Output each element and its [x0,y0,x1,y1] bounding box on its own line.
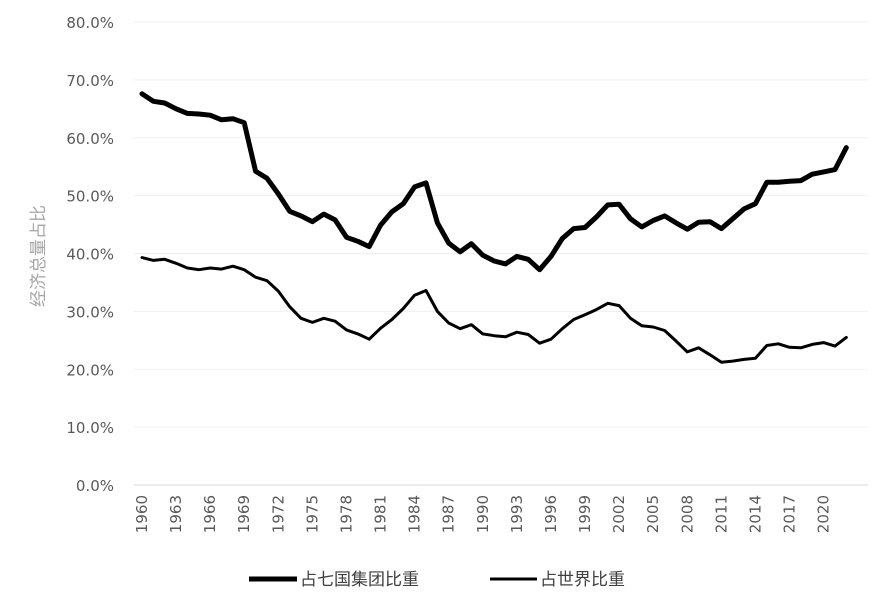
legend-label-g7: 占七国集团比重 [300,570,419,590]
x-tick-label: 1972 [269,495,287,533]
y-axis-ticks: 0.0% 10.0% 20.0% 30.0% 40.0% 50.0% 60.0% 70.0% 8… [66,14,114,495]
y-tick-label: 60.0% [66,130,114,148]
x-tick-label: 2011 [712,495,730,533]
y-tick-label: 70.0% [66,72,114,90]
gridlines [134,21,868,428]
legend-label-world: 占世界比重 [540,570,625,590]
y-tick-label: 50.0% [66,188,114,206]
series-line-g7 [139,91,849,273]
x-tick-label: 2017 [781,495,799,533]
x-tick-label: 1990 [474,495,492,533]
y-tick-label: 0.0% [76,477,114,495]
x-tick-label: 2008 [678,495,696,533]
series-lines [139,91,849,364]
x-tick-label: 1963 [167,495,185,533]
legend: 占七国集团比重 占世界比重 [249,570,625,590]
x-tick-label: 2014 [746,495,764,533]
x-tick-label: 1984 [406,495,424,533]
x-tick-label: 1969 [235,495,253,533]
y-tick-label: 80.0% [66,14,114,32]
series-line-world [140,256,848,364]
y-tick-label: 20.0% [66,361,114,379]
y-tick-label: 30.0% [66,303,114,321]
y-tick-label: 40.0% [66,246,114,264]
x-tick-label: 1999 [576,495,594,533]
x-tick-label: 2005 [644,495,662,533]
y-tick-label: 10.0% [66,419,114,437]
x-tick-label: 1966 [201,495,219,533]
x-tick-label: 2002 [610,495,628,533]
x-tick-label: 1987 [440,495,458,533]
x-tick-label: 1960 [133,495,151,533]
x-tick-label: 1981 [372,495,390,533]
x-tick-label: 1978 [337,495,355,533]
x-tick-label: 1993 [508,495,526,533]
x-tick-label: 2020 [815,495,833,533]
x-tick-label: 1996 [542,495,560,533]
y-axis-label: 经济总量占比 [29,205,49,307]
x-tick-label: 1975 [303,495,321,533]
x-axis-ticks: 1960 1963 1966 1969 1972 1975 1978 1981 1984 1987… [133,495,833,533]
